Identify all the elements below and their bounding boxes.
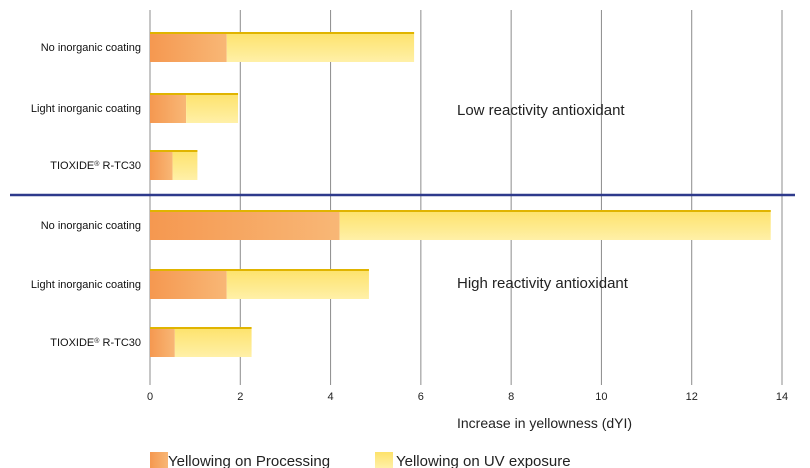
bar-uv-3 xyxy=(339,210,771,240)
category-label-1: Light inorganic coating xyxy=(31,103,141,115)
category-label-2: TIOXIDE® R-TC30 xyxy=(50,160,141,173)
x-tick-label-10: 10 xyxy=(595,391,607,403)
x-tick-label-6: 6 xyxy=(418,391,424,403)
group-label-high: High reactivity antioxidant xyxy=(457,275,629,292)
x-axis: 0 2 4 6 8 10 12 14 xyxy=(147,391,788,403)
category-label-3: No inorganic coating xyxy=(41,220,141,232)
bar-uv-4 xyxy=(226,269,369,299)
bar-processing-2 xyxy=(150,150,173,180)
x-tick-label-2: 2 xyxy=(237,391,243,403)
legend-label-uv: Yellowing on UV exposure xyxy=(396,453,571,468)
bar-processing-0 xyxy=(150,32,227,62)
x-axis-title: Increase in yellowness (dYI) xyxy=(457,415,632,431)
legend-swatch-uv xyxy=(375,452,393,468)
x-tick-label-0: 0 xyxy=(147,391,153,403)
legend-swatch-processing xyxy=(150,452,168,468)
bar-uv-5 xyxy=(174,327,252,357)
x-tick-label-8: 8 xyxy=(508,391,514,403)
category-labels: No inorganic coating Light inorganic coat… xyxy=(31,42,141,349)
bar-processing-4 xyxy=(150,269,227,299)
category-label-0: No inorganic coating xyxy=(41,42,141,54)
category-label-4: Light inorganic coating xyxy=(31,279,141,291)
x-tick-label-12: 12 xyxy=(686,391,698,403)
x-tick-label-4: 4 xyxy=(328,391,334,403)
bar-processing-5 xyxy=(150,327,175,357)
legend-label-processing: Yellowing on Processing xyxy=(168,453,330,468)
bar-uv-2 xyxy=(172,150,198,180)
bar-uv-0 xyxy=(226,32,415,62)
legend: Yellowing on Processing Yellowing on UV … xyxy=(150,452,571,468)
bar-processing-3 xyxy=(150,210,340,240)
group-label-low: Low reactivity antioxidant xyxy=(457,102,625,119)
bar-uv-1 xyxy=(186,93,239,123)
bar-processing-1 xyxy=(150,93,187,123)
plot-bars xyxy=(150,32,771,357)
category-label-5: TIOXIDE® R-TC30 xyxy=(50,337,141,350)
grid-lines xyxy=(149,10,783,385)
x-tick-label-14: 14 xyxy=(776,391,788,403)
